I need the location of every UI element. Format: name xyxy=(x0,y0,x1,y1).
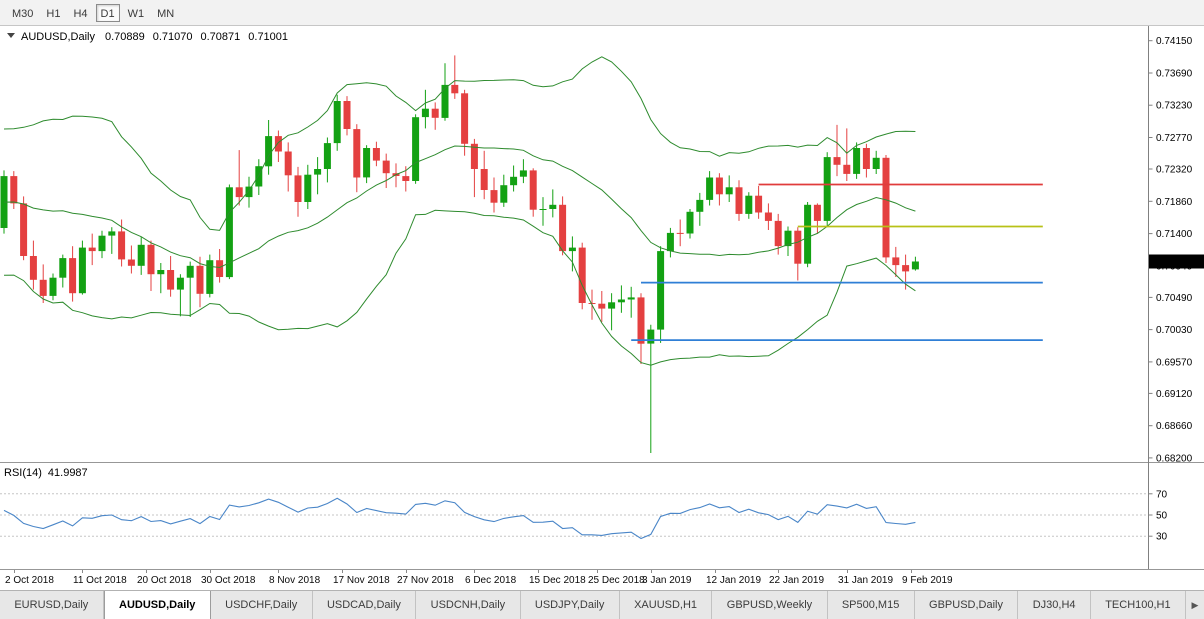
price-axis-label: 0.68660 xyxy=(1156,421,1193,432)
rsi-line xyxy=(3,497,916,540)
date-axis-tick xyxy=(406,570,407,573)
price-axis-label: 0.71400 xyxy=(1156,229,1193,240)
date-axis-label: 27 Nov 2018 xyxy=(397,575,454,586)
chart-tab-dj30-h4[interactable]: DJ30,H4 xyxy=(1018,591,1091,619)
date-axis-label: 22 Jan 2019 xyxy=(769,575,825,586)
date-axis-tick xyxy=(146,570,147,573)
current-price-tag: 0.71001 xyxy=(1149,254,1204,269)
date-axis-tick xyxy=(597,570,598,573)
price-axis-label: 0.72320 xyxy=(1156,165,1193,176)
price-axis-label: 0.73690 xyxy=(1156,69,1193,80)
price-axis-label: 0.70490 xyxy=(1156,293,1193,304)
timeframe-button-w1[interactable]: W1 xyxy=(127,7,145,20)
date-axis-tick xyxy=(82,570,83,573)
main-chart-canvas[interactable]: 0.74150 0.73690 0.73230 0.72770 0.72320 0.718… xyxy=(0,26,1204,462)
chart-close-value: 0.71001 xyxy=(248,31,288,43)
date-axis-tick xyxy=(911,570,912,573)
date-axis-label: 25 Dec 2018 xyxy=(588,575,645,586)
date-axis-tick xyxy=(715,570,716,573)
date-axis-label: 3 Jan 2019 xyxy=(642,575,692,586)
date-axis-label: 15 Dec 2018 xyxy=(529,575,586,586)
chart-symbol-label: AUDUSD,Daily xyxy=(21,31,95,43)
candlestick-series xyxy=(0,55,919,453)
date-axis-label: 12 Jan 2019 xyxy=(706,575,762,586)
price-axis-label: 0.73230 xyxy=(1156,101,1193,112)
date-axis-tick xyxy=(278,570,279,573)
timeframe-button-d1[interactable]: D1 xyxy=(95,3,120,22)
date-axis[interactable]: 2 Oct 2018 11 Oct 2018 20 Oct 2018 30 Oct 2… xyxy=(0,569,1204,590)
rsi-axis-label: 50 xyxy=(1156,511,1168,522)
price-axis-label: 0.71860 xyxy=(1156,197,1193,208)
tabs-scroll-right-icon[interactable]: ▶ xyxy=(1185,591,1204,619)
timeframe-button-h1[interactable]: H1 xyxy=(46,7,61,20)
rsi-title: RSI(14) xyxy=(4,467,42,479)
rsi-value: 41.9987 xyxy=(48,467,88,479)
date-axis-label: 20 Oct 2018 xyxy=(137,575,192,586)
price-axis-label: 0.69570 xyxy=(1156,357,1193,368)
price-axis-label: 0.72770 xyxy=(1156,133,1193,144)
date-axis-tick xyxy=(474,570,475,573)
chart-tab-gbpusd-weekly[interactable]: GBPUSD,Weekly xyxy=(712,591,828,619)
date-axis-tick xyxy=(342,570,343,573)
price-axis-label: 0.74150 xyxy=(1156,36,1193,47)
date-axis-label: 6 Dec 2018 xyxy=(465,575,517,586)
date-axis-tick xyxy=(651,570,652,573)
price-axis-label: 0.70030 xyxy=(1156,325,1193,336)
timeframe-button-h4[interactable]: H4 xyxy=(73,7,88,20)
chart-tab-usdchf-daily[interactable]: USDCHF,Daily xyxy=(210,591,313,619)
date-axis-label: 17 Nov 2018 xyxy=(333,575,390,586)
date-axis-label: 2 Oct 2018 xyxy=(5,575,54,586)
rsi-axis-label: 70 xyxy=(1156,489,1168,500)
bollinger-lower-band xyxy=(3,209,916,366)
price-axis-label: 0.69120 xyxy=(1156,389,1193,400)
timeframe-button-mn[interactable]: MN xyxy=(157,7,175,20)
chart-tab-gbpusd-daily[interactable]: GBPUSD,Daily xyxy=(914,591,1019,619)
date-axis-label: 11 Oct 2018 xyxy=(73,575,127,586)
date-axis-label: 8 Nov 2018 xyxy=(269,575,321,586)
date-axis-tick xyxy=(14,570,15,573)
chart-tab-usdcad-daily[interactable]: USDCAD,Daily xyxy=(312,591,417,619)
bollinger-bands xyxy=(3,56,916,366)
chart-tab-usdjpy-daily[interactable]: USDJPY,Daily xyxy=(520,591,620,619)
svg-text:RSI(14)41.9987: RSI(14) 41.9987 xyxy=(4,467,88,479)
rsi-axis-label: 30 xyxy=(1156,532,1168,543)
date-axis-label: 9 Feb 2019 xyxy=(902,575,953,586)
chart-tab-eurusd-daily[interactable]: EURUSD,Daily xyxy=(0,591,104,619)
chart-low-value: 0.70871 xyxy=(201,31,241,43)
date-axis-label: 31 Jan 2019 xyxy=(838,575,894,586)
svg-text:0.71001: 0.71001 xyxy=(1155,257,1192,268)
bollinger-middle-band xyxy=(3,145,916,269)
chart-tabs-bar: EURUSD,Daily AUDUSD,Daily USDCHF,Daily USDC… xyxy=(0,590,1204,619)
chart-open-value: 0.70889 xyxy=(105,31,145,43)
price-axis[interactable]: 0.74150 0.73690 0.73230 0.72770 0.72320 0.718… xyxy=(1148,26,1204,462)
chart-header: AUDUSD,Daily 0.70889 0.71070 0.70871 0.71001 xyxy=(7,31,288,43)
timeframe-toolbar: M30 H1 H4 D1 W1 MN xyxy=(0,0,1204,26)
chart-tab-tech100-h1[interactable]: TECH100,H1 xyxy=(1090,591,1186,619)
chart-tab-xauusd-h1[interactable]: XAUUSD,H1 xyxy=(619,591,713,619)
date-axis-tick xyxy=(847,570,848,573)
price-axis-label: 0.68200 xyxy=(1156,453,1193,462)
timeframe-button-m30[interactable]: M30 xyxy=(12,7,34,20)
chart-tab-sp500-m15[interactable]: SP500,M15 xyxy=(827,591,915,619)
bollinger-upper-band xyxy=(3,56,916,231)
chart-tab-usdcnh-daily[interactable]: USDCNH,Daily xyxy=(416,591,521,619)
chart-collapse-arrow-icon[interactable] xyxy=(7,33,15,38)
chart-tab-audusd-daily[interactable]: AUDUSD,Daily xyxy=(103,591,211,619)
chart-high-value: 0.71070 xyxy=(153,31,193,43)
rsi-panel[interactable]: 70 50 30 RSI(14) 41.9987 xyxy=(0,462,1204,569)
date-axis-label: 30 Oct 2018 xyxy=(201,575,256,586)
date-axis-tick xyxy=(778,570,779,573)
date-axis-tick xyxy=(538,570,539,573)
date-axis-tick xyxy=(210,570,211,573)
